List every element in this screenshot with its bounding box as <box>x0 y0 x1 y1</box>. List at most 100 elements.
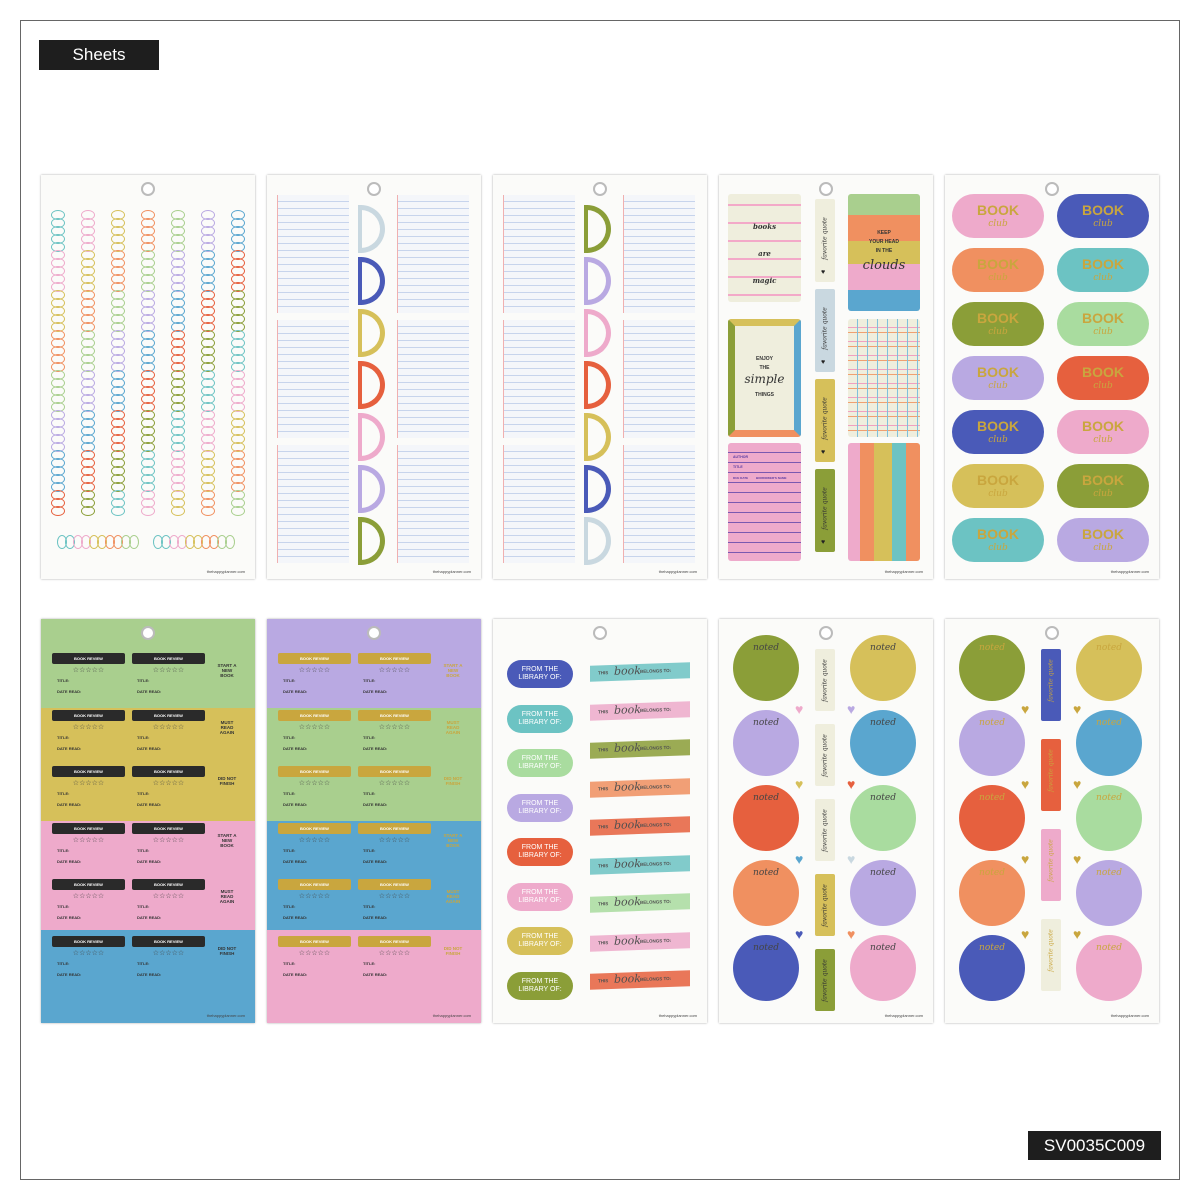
star-rating: ☆☆☆☆☆ <box>378 723 411 731</box>
heart-icon: ♥ <box>847 776 856 792</box>
book-review-header: BOOK REVIEW <box>132 709 205 721</box>
heart-icon: ♥ <box>1073 926 1082 942</box>
star-rating: ☆☆☆☆☆ <box>298 836 331 844</box>
sticker-sheet-7: thehappyplanner.com BOOK REVIEW ☆☆☆☆☆ TITLE… <box>267 619 481 1023</box>
date-read-label: DATE READ: <box>363 971 388 977</box>
brand-url: thehappyplanner.com <box>658 1013 697 1018</box>
belongs-post: BELONGS TO: <box>640 860 672 867</box>
d-tab <box>358 309 385 357</box>
belongs-post: BELONGS TO: <box>640 975 672 982</box>
star-rating: ☆☆☆☆☆ <box>298 949 331 957</box>
hang-hole <box>819 626 833 640</box>
noted-label: noted <box>870 943 896 953</box>
library-of-sticker: FROM THE LIBRARY OF: <box>507 749 573 777</box>
heart-icon: ♥ <box>1073 851 1082 867</box>
date-read-label: DATE READ: <box>57 802 82 807</box>
date-read-label: DATE READ: <box>363 915 388 920</box>
book-club-sticker: BOOK club <box>955 305 1041 343</box>
star-rating: ☆☆☆☆☆ <box>72 836 105 844</box>
brand-url: thehappyplanner.com <box>884 569 923 574</box>
book-club-title: BOOK <box>977 256 1019 272</box>
date-read-label: DATE READ: <box>283 802 308 807</box>
book-review-header: BOOK REVIEW <box>132 766 205 777</box>
lined-note <box>623 320 695 438</box>
book-review-header: BOOK REVIEW <box>52 935 125 947</box>
lined-note <box>503 195 575 313</box>
brand-url: thehappyplanner.com <box>206 569 245 574</box>
borrower-label: BORROWER'S NAME <box>756 476 787 480</box>
title-label: TITLE: <box>363 847 376 853</box>
title-label: TITLE: <box>283 678 296 683</box>
noted-circle: noted <box>850 785 916 851</box>
book-club-title: BOOK <box>1082 202 1124 218</box>
noted-circle: noted <box>733 785 799 851</box>
d-tab <box>584 465 611 513</box>
favorite-quote-tab: favorite quote <box>1041 739 1061 811</box>
card-text: KEEP <box>877 230 891 236</box>
book-club-sticker: BOOK club <box>1060 359 1146 397</box>
spiral-loop <box>231 506 245 516</box>
star-rating: ☆☆☆☆☆ <box>72 723 105 731</box>
book-club-subtitle: club <box>1093 381 1113 391</box>
book-review-header: BOOK REVIEW <box>358 935 431 947</box>
card-text: are <box>758 249 771 258</box>
star-rating: ☆☆☆☆☆ <box>378 949 411 957</box>
book-review-header: BOOK REVIEW <box>358 822 431 834</box>
belongs-to-strip: THIS book BELONGS TO: <box>590 662 690 682</box>
hang-hole <box>593 626 607 640</box>
belongs-script: book <box>614 971 641 986</box>
brand-url: thehappyplanner.com <box>658 569 697 574</box>
noted-circle: noted <box>733 935 799 1001</box>
star-rating: ☆☆☆☆☆ <box>298 780 331 787</box>
spiral-loop <box>201 506 215 516</box>
sticker-sheet-3: thehappyplanner.com <box>493 175 707 579</box>
title-label: TITLE: <box>57 904 70 909</box>
d-tab <box>584 257 611 305</box>
noted-circle: noted <box>850 635 916 701</box>
stripes-card <box>848 443 920 561</box>
d-tab <box>358 465 385 513</box>
favorite-quote-tab: favorite quote ♥ <box>815 289 835 372</box>
book-review-header: BOOK REVIEW <box>278 766 351 777</box>
date-read-label: DATE READ: <box>283 745 308 751</box>
side-label: START A NEW BOOK <box>443 832 463 848</box>
heart-icon: ♥ <box>1021 701 1030 717</box>
star-rating: ☆☆☆☆☆ <box>378 893 411 900</box>
title-label: TITLE: <box>137 904 150 909</box>
tab-label: favorite quote <box>821 659 829 702</box>
belongs-post: BELONGS TO: <box>640 937 672 944</box>
heart-icon: ♥ <box>795 926 804 942</box>
heart-icon: ♥ <box>847 701 856 717</box>
brand-url: thehappyplanner.com <box>884 1013 923 1018</box>
noted-label: noted <box>753 868 779 878</box>
heart-icon: ♥ <box>847 851 856 867</box>
heart-icon: ♥ <box>847 926 856 942</box>
noted-label: noted <box>870 793 896 803</box>
noted-circle: noted <box>959 935 1025 1001</box>
book-club-title: BOOK <box>977 364 1019 380</box>
spiral-loop <box>81 506 95 516</box>
library-of-text: FROM THE LIBRARY OF: <box>518 710 562 726</box>
book-club-subtitle: club <box>988 489 1008 499</box>
hang-hole <box>141 626 155 640</box>
card-text: ENJOY <box>756 356 773 362</box>
date-read-label: DATE READ: <box>137 802 162 807</box>
side-label: START A NEW BOOK <box>217 663 237 678</box>
belongs-post: BELONGS TO: <box>640 898 672 905</box>
noted-label: noted <box>1096 868 1122 878</box>
side-label: MUST READ AGAIN <box>219 719 235 735</box>
library-of-sticker: FROM THE LIBRARY OF: <box>507 882 573 911</box>
book-review-header: BOOK REVIEW <box>132 879 205 890</box>
library-of-text: FROM THE LIBRARY OF: <box>518 977 562 993</box>
side-label: MUST READ AGAIN <box>445 889 461 904</box>
hang-hole <box>367 626 381 640</box>
belongs-script: book <box>614 933 641 948</box>
library-of-text: FROM THE LIBRARY OF: <box>518 888 562 904</box>
hang-hole <box>1045 182 1059 196</box>
lined-note <box>503 320 575 438</box>
belongs-script: book <box>614 779 641 794</box>
lined-note <box>277 445 349 563</box>
library-of-sticker: FROM THE LIBRARY OF: <box>507 971 573 1000</box>
card-script: clouds <box>862 258 906 273</box>
belongs-post: BELONGS TO: <box>640 706 672 713</box>
